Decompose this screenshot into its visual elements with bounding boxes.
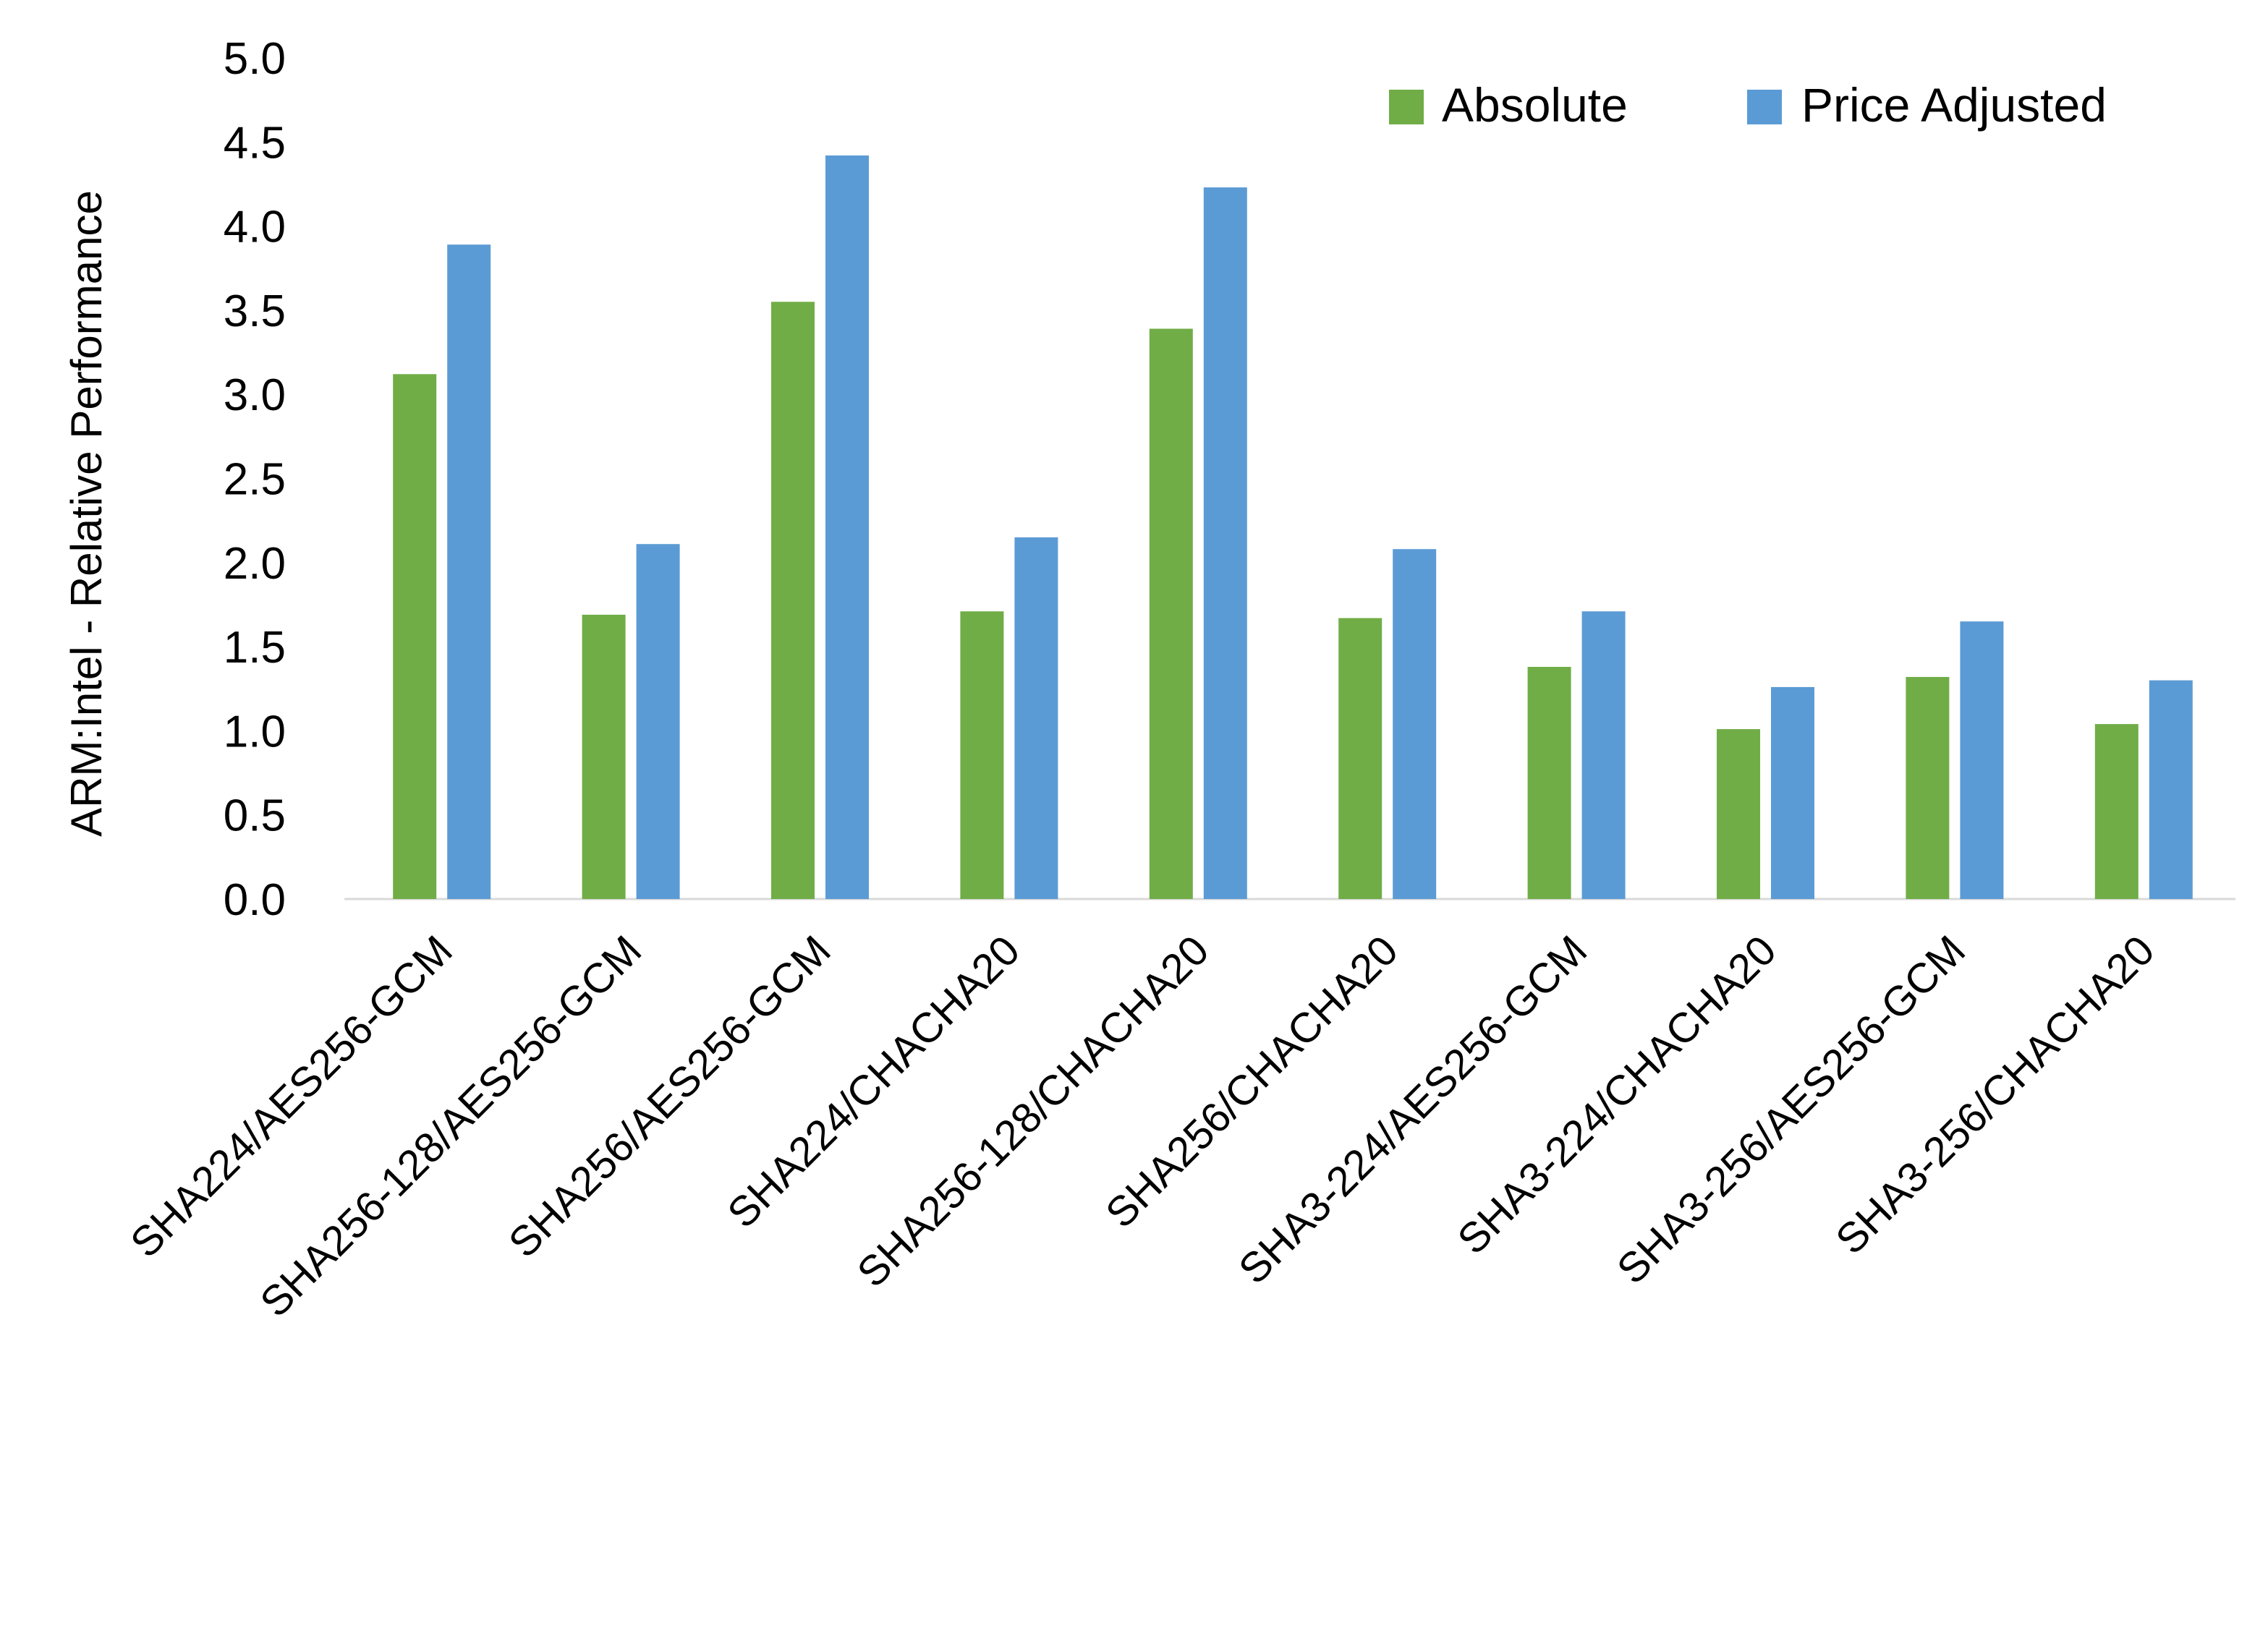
y-tick-label: 0.5 (224, 791, 286, 841)
bar-absolute (582, 614, 626, 899)
x-tick-label: SHA224/AES256-GCM (122, 927, 462, 1266)
legend-label: Absolute (1442, 78, 1628, 132)
bar-absolute (1717, 729, 1760, 899)
bar-price-adjusted (636, 544, 680, 899)
y-axis-label: ARM:Intel - Relative Performance (62, 190, 111, 837)
bar-price-adjusted (1393, 549, 1437, 899)
y-tick-label: 1.5 (224, 623, 286, 673)
y-tick-label: 1.0 (224, 707, 286, 757)
y-tick-label: 5.0 (224, 34, 286, 84)
y-tick-label: 2.0 (224, 539, 286, 589)
x-tick-label: SHA256-128/CHACHA20 (848, 927, 1218, 1296)
legend-swatch (1389, 90, 1424, 124)
bar-price-adjusted (1581, 611, 1626, 899)
x-tick-label: SHA256/AES256-GCM (500, 927, 840, 1266)
bar-absolute (1527, 667, 1571, 899)
bar-price-adjusted (2149, 680, 2193, 899)
x-tick-label: SHA3-224/AES256-GCM (1230, 927, 1596, 1292)
bar-price-adjusted (1203, 187, 1247, 899)
y-tick-label: 2.5 (224, 455, 286, 505)
x-tick-label: SHA3-256/AES256-GCM (1608, 927, 1974, 1292)
legend-label: Price Adjusted (1801, 78, 2107, 132)
bar-absolute (1906, 676, 1950, 899)
x-tick-label: SHA3-224/CHACHA20 (1448, 927, 1785, 1263)
bar-absolute (393, 374, 437, 899)
bar-price-adjusted (825, 155, 869, 900)
bar-price-adjusted (1771, 686, 1814, 899)
bar-price-adjusted (1960, 621, 2004, 899)
y-tick-label: 3.5 (224, 286, 286, 336)
y-tick-label: 0.0 (224, 875, 286, 925)
y-tick-label: 4.0 (224, 203, 286, 252)
bar-absolute (960, 611, 1004, 899)
bar-price-adjusted (447, 244, 491, 899)
bar-absolute (1338, 618, 1383, 899)
y-tick-label: 3.0 (224, 370, 286, 420)
x-tick-label: SHA256-128/AES256-GCM (251, 927, 650, 1326)
bar-absolute (771, 302, 815, 899)
bar-absolute (1149, 328, 1193, 900)
x-tick-label: SHA3-256/CHACHA20 (1827, 927, 2163, 1263)
y-tick-label: 4.5 (224, 118, 286, 168)
bar-price-adjusted (1014, 537, 1058, 899)
legend-swatch (1747, 90, 1782, 124)
bar-absolute (2094, 724, 2139, 899)
